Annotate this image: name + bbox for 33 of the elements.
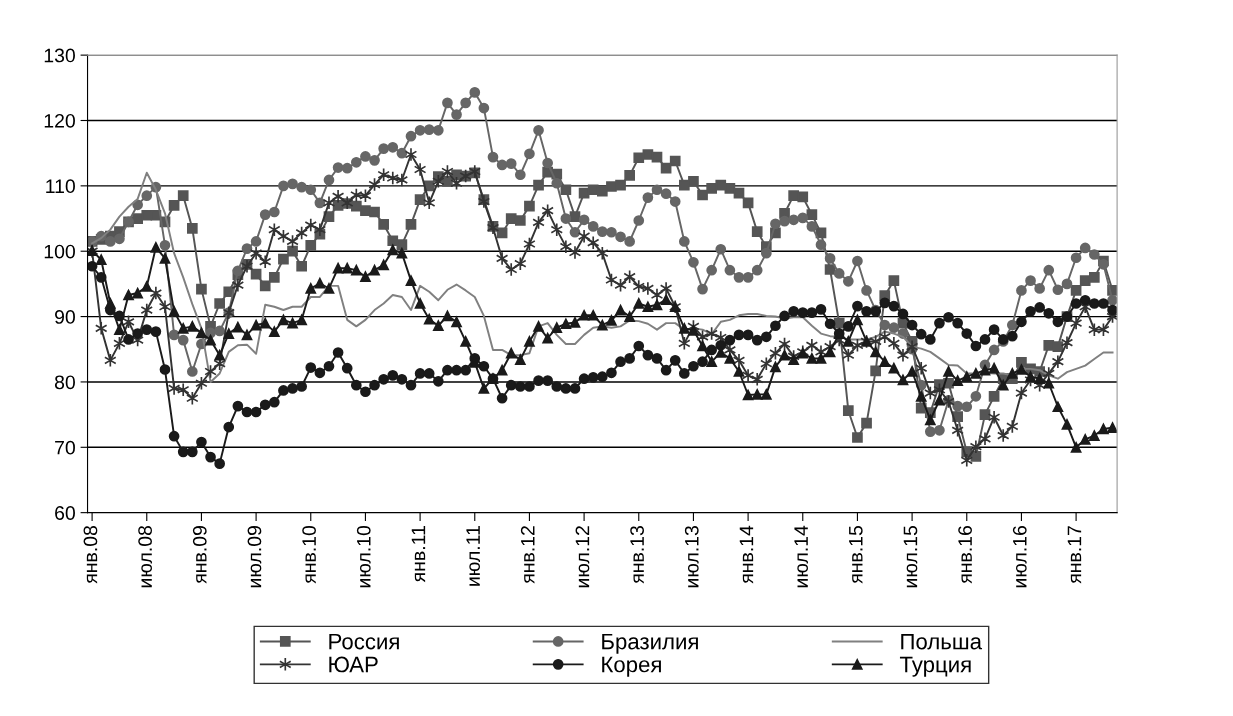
x-tick-label: янв.16: [958, 526, 972, 584]
x-tick-label: янв.14: [739, 525, 754, 584]
x-tick-label: янв.09: [192, 526, 207, 584]
legend-label: Польша: [901, 633, 983, 650]
x-tick-label: янв.13: [630, 526, 644, 584]
x-tick-label: янв.11: [411, 526, 426, 583]
y-tick-label: 90: [55, 310, 75, 324]
legend-label: ЮАР: [329, 656, 378, 673]
legend-label: Бразилия: [602, 633, 698, 654]
y-tick-label: 130: [44, 48, 75, 63]
x-tick-label: июл.15: [903, 525, 918, 588]
x-tick-label: янв.08: [83, 526, 98, 584]
legend-label: Турция: [899, 656, 971, 677]
y-tick-label: 70: [55, 440, 75, 455]
y-tick-label: 80: [54, 375, 75, 390]
x-tick-label: июл.11: [466, 526, 480, 586]
x-tick-label: июл.09: [247, 526, 262, 588]
x-tick-label: июл.14: [794, 525, 808, 588]
x-tick-label: янв.17: [1067, 526, 1082, 584]
x-tick-label: июл.10: [356, 525, 371, 588]
legend-label: Корея: [602, 656, 661, 677]
y-tick-label: 120: [44, 113, 75, 128]
x-tick-label: янв.15: [849, 525, 863, 584]
x-tick-label: июл.16: [1012, 526, 1027, 588]
x-tick-label: июл.13: [684, 526, 699, 588]
legend-label: Россия: [329, 633, 399, 650]
x-tick-label: янв.10: [302, 525, 316, 584]
x-tick-label: июл.12: [575, 526, 590, 588]
x-tick-label: июл.08: [138, 526, 152, 588]
x-tick-label: янв.12: [520, 526, 535, 584]
y-tick-label: 100: [44, 244, 75, 259]
y-tick-label: 60: [55, 506, 75, 520]
y-tick-label: 110: [46, 179, 75, 194]
